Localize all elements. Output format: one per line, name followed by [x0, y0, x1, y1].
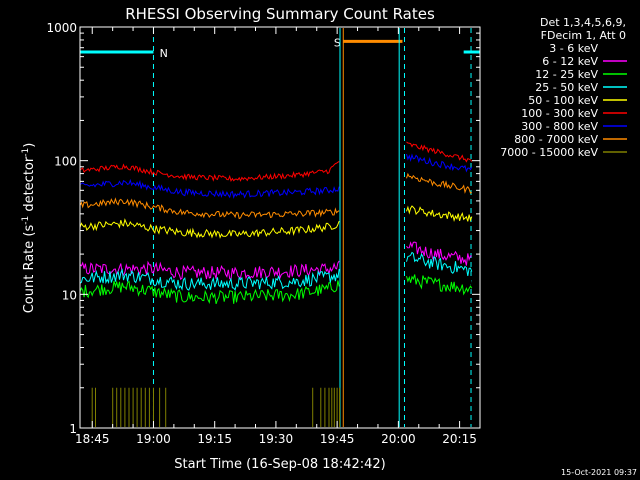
legend-label-800-7000-kev: 800 - 7000 keV [514, 133, 598, 146]
legend-label-6-12-kev: 6 - 12 keV [542, 55, 598, 68]
y-tick-label-0: 1 [69, 422, 77, 436]
legend-label-7000-15000-kev: 7000 - 15000 keV [500, 146, 598, 159]
series-line-100-300-kev [79, 141, 473, 183]
legend: Det 1,3,4,5,6,9, FDecim 1, Att 0 3 - 6 k… [500, 16, 627, 159]
flags-layer: NS [80, 36, 480, 60]
x-tick-label-0: 18:45 [75, 432, 110, 446]
series-line-12-25-kev [79, 274, 473, 305]
flag-label-s: S [334, 36, 341, 49]
y-tick-label-2: 100 [54, 155, 77, 169]
legend-label-300-800-kev: 300 - 800 keV [521, 120, 598, 133]
legend-label-12-25-kev: 12 - 25 keV [535, 68, 598, 81]
y-tick-label-1: 10 [62, 288, 77, 302]
y-label-part-2: detector [22, 156, 37, 216]
y-axis: 1 10 100 1000 [46, 21, 480, 436]
legend-header-line-2: FDecim 1, Att 0 [541, 29, 626, 42]
series-layer [79, 141, 473, 427]
x-tick-label-6: 20:15 [442, 432, 477, 446]
legend-label-100-300-kev: 100 - 300 keV [521, 107, 598, 120]
x-tick-label-3: 19:30 [259, 432, 294, 446]
chart-title: RHESSI Observing Summary Count Rates [125, 5, 435, 23]
vlines-layer [79, 28, 472, 427]
y-axis-label: Count Rate (s-1 detector-1) [21, 143, 37, 314]
x-axis-label: Start Time (16-Sep-08 18:42:42) [174, 457, 385, 472]
series-line-300-800-kev [79, 153, 473, 199]
plot-frame [79, 26, 481, 429]
legend-header-line-1: Det 1,3,4,5,6,9, [540, 16, 626, 29]
y-label-sup-1: -1 [21, 216, 31, 225]
y-label-sup-2: -1 [21, 148, 31, 157]
series-line-25-50-kev [79, 251, 473, 292]
flag-label-n: N [160, 47, 168, 60]
series-line-800-7000-kev [79, 172, 473, 220]
y-label-part-3: ) [22, 143, 37, 148]
legend-label-50-100-kev: 50 - 100 keV [528, 94, 598, 107]
x-tick-label-4: 19:45 [320, 432, 355, 446]
plot-area: NS [79, 28, 480, 427]
x-tick-label-1: 19:00 [136, 432, 171, 446]
y-tick-label-3: 1000 [46, 21, 77, 35]
x-tick-label-5: 20:00 [381, 432, 416, 446]
y-label-part-1: Count Rate (s [22, 225, 37, 314]
legend-label-25-50-kev: 25 - 50 keV [535, 81, 598, 94]
series-line-7000-15000-kev [91, 387, 341, 427]
footer-timestamp: 15-Oct-2021 09:37 [561, 468, 637, 477]
series-line-50-100-kev [79, 205, 473, 239]
x-axis: 18:45 19:00 19:15 19:30 19:45 20:00 20:15 [75, 27, 481, 446]
x-tick-label-2: 19:15 [197, 432, 232, 446]
legend-label-3-6-kev: 3 - 6 keV [549, 42, 598, 55]
